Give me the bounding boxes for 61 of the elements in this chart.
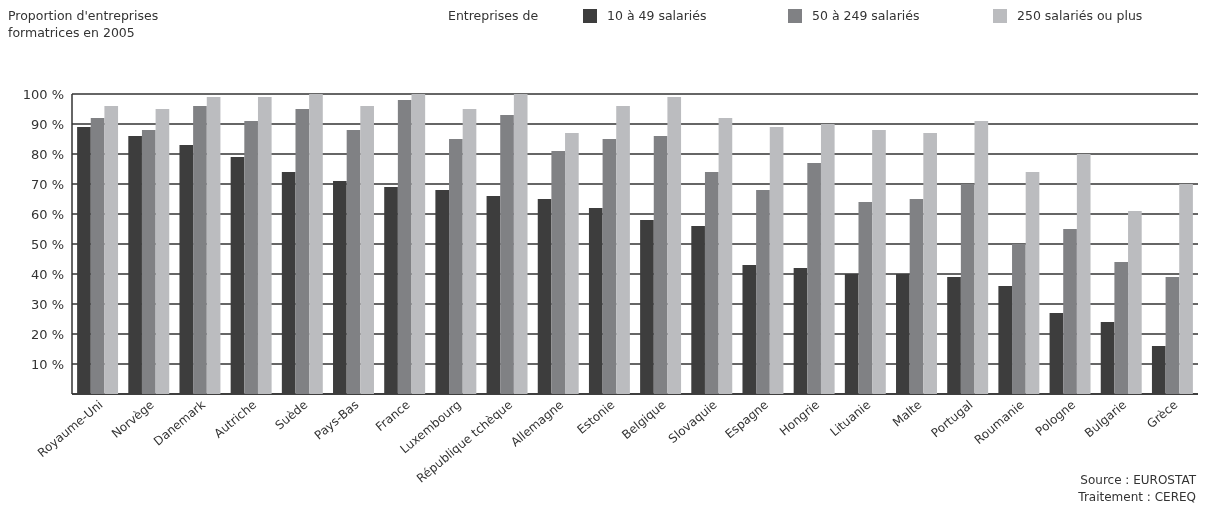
bar [1165, 277, 1180, 394]
bar [90, 118, 105, 394]
legend-title: Entreprises de [448, 8, 539, 23]
bar [1012, 244, 1026, 394]
bar [346, 130, 361, 394]
chart-title: Proportion d'entreprises formatrices en 2005 [8, 8, 159, 40]
bar [1063, 229, 1077, 394]
bar [858, 202, 873, 394]
bar [769, 127, 784, 394]
bar [244, 121, 258, 394]
bar [513, 94, 528, 394]
bar [500, 115, 514, 394]
bar [602, 139, 617, 394]
bar [104, 106, 119, 394]
y-tick-label: 60 % [30, 206, 64, 222]
bar [653, 136, 668, 394]
bar [565, 133, 579, 394]
y-tick-label: 50 % [30, 236, 64, 252]
bar [141, 130, 156, 394]
legend-label: 10 à 49 salariés [607, 8, 707, 23]
bar [309, 94, 323, 394]
y-tick-label: 30 % [30, 296, 64, 312]
bar [974, 121, 989, 394]
y-tick-label: 70 % [30, 176, 64, 192]
bar [155, 109, 170, 394]
source-note: Source : EUROSTAT [1080, 473, 1197, 487]
text: Traitement : CEREQ [1077, 490, 1196, 504]
bar [397, 100, 412, 394]
bar [820, 124, 835, 394]
bar [909, 199, 924, 394]
y-tick-label: 100 % [22, 86, 64, 102]
bar [551, 151, 566, 394]
legend-label: 50 à 249 salariés [812, 8, 920, 23]
bar [1114, 262, 1129, 394]
bar [667, 97, 682, 394]
bar [807, 163, 821, 394]
bar [462, 109, 477, 394]
bar [360, 106, 374, 394]
bar [1128, 211, 1142, 394]
bar [1076, 154, 1091, 394]
bar [872, 130, 886, 394]
y-tick-label: 40 % [30, 266, 64, 282]
legend-label: 250 salariés ou plus [1017, 8, 1143, 23]
bar [704, 172, 719, 394]
y-tick-label: 90 % [30, 116, 64, 132]
bar [923, 133, 937, 394]
bar [193, 106, 207, 394]
bar [206, 97, 221, 394]
y-tick-label: 80 % [30, 146, 64, 162]
bar [295, 109, 310, 394]
bar [1179, 184, 1193, 394]
bar [1025, 172, 1040, 394]
y-tick-label: 20 % [30, 326, 64, 342]
bar [449, 139, 463, 394]
bar [257, 97, 272, 394]
bar [411, 94, 426, 394]
y-tick-label: 10 % [30, 356, 64, 372]
bar [718, 118, 733, 394]
bar [616, 106, 630, 394]
bar [756, 190, 770, 394]
bar [960, 184, 975, 394]
